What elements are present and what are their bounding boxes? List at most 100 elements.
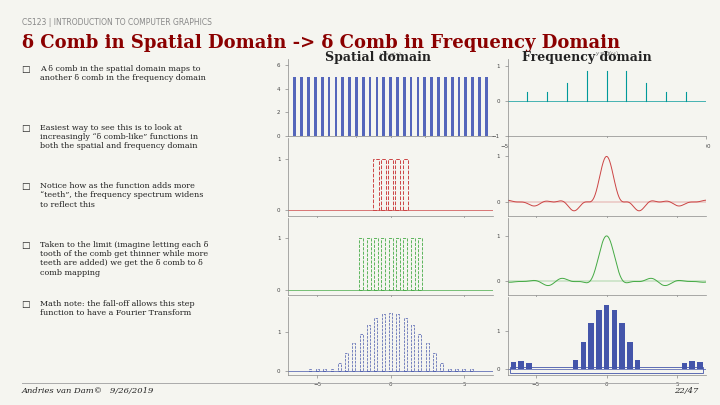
Bar	[418, 334, 421, 371]
Bar	[472, 77, 474, 136]
Bar	[518, 361, 523, 369]
Bar	[448, 369, 451, 371]
Bar	[388, 159, 393, 211]
Bar	[455, 369, 458, 371]
Text: Andries van Dam©   9/26/2019: Andries van Dam© 9/26/2019	[22, 387, 154, 395]
Bar	[323, 369, 326, 371]
Bar	[418, 238, 422, 290]
Bar	[458, 77, 460, 136]
Bar	[596, 310, 601, 369]
Bar	[627, 342, 633, 369]
Bar	[588, 323, 594, 369]
Bar	[367, 325, 370, 371]
Text: □: □	[22, 65, 30, 74]
Text: Taken to the limit (imagine letting each δ
tooth of the comb get thinner while m: Taken to the limit (imagine letting each…	[40, 241, 208, 277]
Bar	[619, 323, 625, 369]
Title: $y = g(x)$: $y = g(x)$	[379, 50, 402, 59]
Title: $y = \hat{g}(\omega)$: $y = \hat{g}(\omega)$	[595, 49, 618, 59]
Bar	[294, 77, 296, 136]
Text: Frequency domain: Frequency domain	[522, 51, 652, 64]
Bar	[366, 238, 371, 290]
Bar	[682, 364, 687, 369]
Bar	[376, 77, 378, 136]
Bar	[441, 362, 444, 371]
Bar	[345, 353, 348, 371]
Bar	[403, 77, 405, 136]
Bar	[314, 77, 317, 136]
Bar	[389, 238, 392, 290]
Bar	[335, 77, 337, 136]
Text: δ Comb in Spatial Domain -> δ Comb in Frequency Domain: δ Comb in Spatial Domain -> δ Comb in Fr…	[22, 34, 620, 52]
Bar	[469, 369, 472, 371]
Text: □: □	[22, 182, 30, 191]
Bar	[374, 318, 377, 371]
Bar	[410, 238, 415, 290]
Bar	[397, 314, 400, 371]
Bar	[451, 77, 454, 136]
Bar	[360, 334, 363, 371]
Bar	[374, 159, 379, 211]
Bar	[431, 77, 433, 136]
Bar	[403, 238, 408, 290]
Text: Math note: the fall-off allows this step
function to have a Fourier Transform: Math note: the fall-off allows this step…	[40, 300, 194, 317]
Bar	[690, 361, 695, 369]
Bar	[374, 238, 378, 290]
Bar	[396, 238, 400, 290]
Bar	[444, 77, 446, 136]
Bar	[316, 369, 319, 371]
Text: A δ comb in the spatial domain maps to
another δ comb in the frequency domain: A δ comb in the spatial domain maps to a…	[40, 65, 205, 82]
Text: Spatial domain: Spatial domain	[325, 51, 431, 64]
Bar	[330, 369, 333, 371]
Bar	[321, 77, 323, 136]
Bar	[307, 77, 310, 136]
Bar	[359, 238, 364, 290]
Bar	[362, 77, 364, 136]
Text: CS123 | INTRODUCTION TO COMPUTER GRAPHICS: CS123 | INTRODUCTION TO COMPUTER GRAPHIC…	[22, 18, 212, 27]
Bar	[437, 77, 440, 136]
Bar	[423, 77, 426, 136]
Bar	[580, 342, 586, 369]
Bar	[355, 77, 358, 136]
Bar	[404, 318, 407, 371]
Bar	[381, 159, 386, 211]
Bar	[526, 364, 531, 369]
Text: Easiest way to see this is to look at
increasingly “δ comb-like” functions in
bo: Easiest way to see this is to look at in…	[40, 124, 198, 150]
Bar	[485, 77, 487, 136]
Text: □: □	[22, 241, 30, 250]
Bar	[381, 238, 385, 290]
Bar	[338, 362, 341, 371]
Bar	[390, 77, 392, 136]
Bar	[464, 77, 467, 136]
Bar	[604, 305, 609, 369]
Bar	[462, 369, 465, 371]
Bar	[308, 369, 312, 371]
Bar	[697, 362, 703, 369]
Bar	[426, 343, 428, 371]
Bar	[369, 77, 372, 136]
Bar	[417, 77, 419, 136]
Text: □: □	[22, 300, 30, 309]
Bar	[341, 77, 344, 136]
Bar	[382, 77, 385, 136]
Bar	[300, 77, 303, 136]
Text: 22/47: 22/47	[674, 387, 698, 395]
Bar	[328, 77, 330, 136]
Bar	[573, 360, 578, 369]
Bar	[353, 343, 356, 371]
Bar	[411, 325, 414, 371]
Bar	[612, 310, 617, 369]
Bar	[510, 367, 703, 373]
Bar	[410, 77, 413, 136]
Bar	[348, 77, 351, 136]
Text: □: □	[22, 124, 30, 132]
Bar	[635, 360, 640, 369]
Bar	[510, 362, 516, 369]
Text: Notice how as the function adds more
“teeth”, the frequency spectrum widens
to r: Notice how as the function adds more “te…	[40, 182, 203, 209]
Bar	[389, 313, 392, 371]
Bar	[478, 77, 481, 136]
Bar	[395, 159, 400, 211]
Bar	[433, 353, 436, 371]
Bar	[402, 159, 408, 211]
Bar	[382, 314, 384, 371]
Bar	[396, 77, 399, 136]
